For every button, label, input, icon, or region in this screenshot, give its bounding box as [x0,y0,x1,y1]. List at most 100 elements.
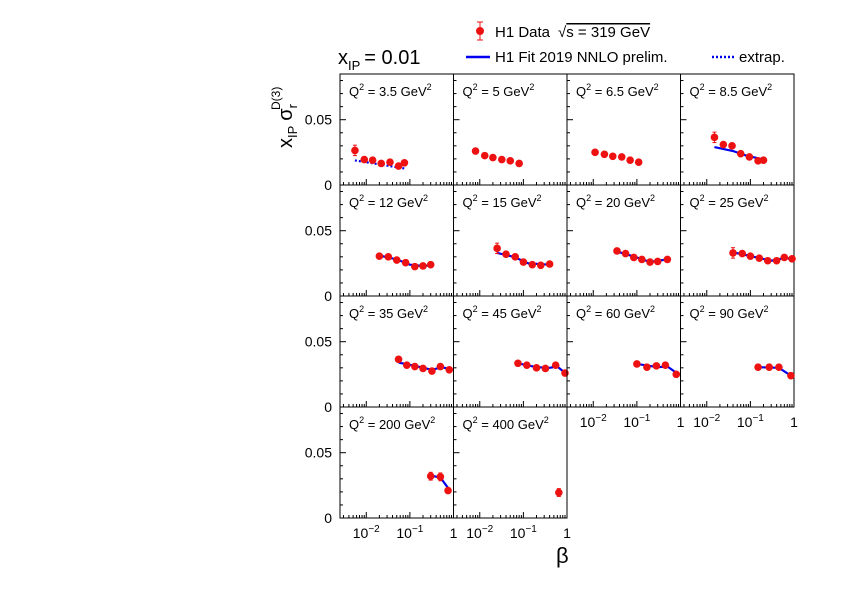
data-point [392,256,401,264]
data-point [754,363,762,371]
panel-label-sup: 2 [764,304,769,314]
x-tick-label: 1 [677,414,685,430]
legend-sqrt-symbol: √ [558,24,567,41]
panel-label: Q2 = 8.5 GeV2 [690,82,773,99]
panel-label-sup: 2 [427,82,432,92]
data-point [788,254,796,263]
data-point [591,148,599,157]
panel-label-sup: 2 [359,304,364,314]
data-point [426,260,435,269]
panel-label-eq: = 400 GeV [478,417,544,432]
panel-label-eq: = 35 GeV [364,306,423,321]
x-tick-label: 10−1 [737,413,764,430]
data-point [772,256,781,265]
legend-fit-label: H1 Fit 2019 NNLO prelim. [495,49,668,66]
panel-label: Q2 = 90 GeV2 [690,304,769,321]
x-tick-label: 10−1 [396,524,423,541]
panel-q2-25: Q2 = 25 GeV2 [680,184,796,297]
y-tick-label: 0.05 [305,223,332,239]
data-point [419,262,427,270]
data-point [497,155,506,164]
data-point [400,159,409,167]
panel-label-eq: = 60 GeV [591,306,650,321]
y-axis-title: xIPσrD(3) [269,87,300,148]
x-tick-label: 10−1 [623,413,650,430]
data-point [506,157,515,165]
data-point [511,253,520,261]
panel-label: Q2 = 35 GeV2 [349,304,428,321]
panel-label-sup: 2 [654,82,659,92]
x-tick-label: 1 [790,414,798,430]
data-point [551,361,560,370]
data-point [386,158,394,166]
y-tick-label: 0.05 [305,445,332,461]
panel-label: Q2 = 20 GeV2 [576,193,655,210]
data-point [480,151,489,160]
y-tick-label: 0 [324,399,332,415]
data-point [436,362,445,371]
data-point [561,369,569,377]
data-point [360,155,369,164]
panel-label-sup: 2 [700,193,705,203]
panel-label-eq: = 6.5 GeV [591,84,654,99]
panel-label-eq: = 25 GeV [705,195,764,210]
figure-title-sub: IP [348,58,360,73]
panel-label-q: Q [690,195,700,210]
panel-label-eq: = 45 GeV [478,306,537,321]
data-point [719,140,728,149]
panel-label-q: Q [690,84,700,99]
x-axis-title: β [556,543,569,568]
data-point [384,253,393,261]
panel-label-q: Q [349,195,359,210]
data-point [652,362,661,370]
data-point [536,261,545,270]
panel-q2-5: Q2 = 5 GeV2 [453,73,568,186]
data-point [617,153,626,161]
figure-title-prefix: x [338,47,348,69]
data-point [394,162,403,170]
data-point [403,361,411,370]
data-point [763,256,772,265]
y-tick-label: 0 [324,288,332,304]
panel-label-sup: 2 [586,193,591,203]
data-point [515,159,523,168]
panel-label-sup: 2 [423,304,428,314]
panel-label-sup: 2 [700,304,705,314]
panel-label-eq: = 8.5 GeV [705,84,768,99]
panel-label-sup: 2 [586,304,591,314]
data-point [633,360,641,368]
data-point [489,153,497,162]
svg-text:xIPσrD(3): xIPσrD(3) [269,87,300,148]
data-point [545,260,554,268]
data-point [401,258,410,267]
panel-label-sup: 2 [473,82,478,92]
panel-label-eq: = 12 GeV [364,195,423,210]
data-point [375,252,384,260]
panel-label-eq: = 15 GeV [478,195,537,210]
y-tick-label: 0 [324,177,332,193]
data-point [523,361,531,370]
panel-label: Q2 = 5 GeV2 [463,82,535,99]
figure-title-eq: = 0.01 [364,47,420,69]
data-point [780,253,789,262]
panel-label-eq: = 3.5 GeV [364,84,427,99]
data-point [626,156,634,164]
panel-q2-20: Q2 = 20 GeV2 [566,184,681,297]
data-point [672,370,681,379]
x-tick-label: 1 [563,525,571,541]
panel-label-q: Q [463,195,473,210]
data-point [528,260,537,269]
data-point [502,250,510,259]
panel-q2-45: Q2 = 45 GeV2 [453,295,569,408]
data-point [765,363,773,371]
data-point [428,367,436,375]
data-point [755,254,764,262]
data-point [646,258,654,266]
data-point [608,152,617,161]
